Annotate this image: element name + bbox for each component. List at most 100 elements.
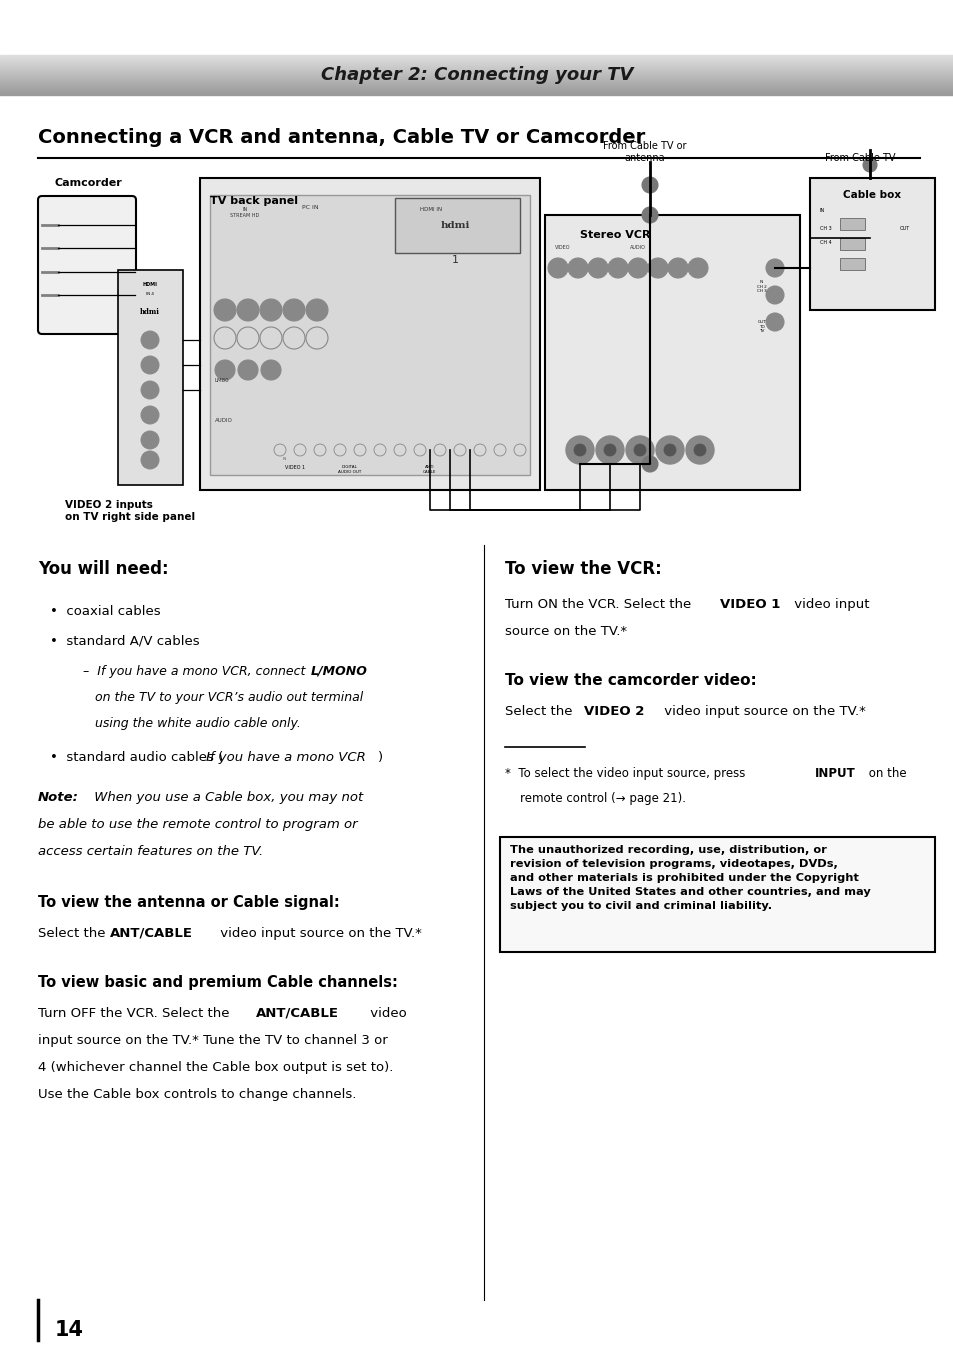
Circle shape	[625, 436, 654, 464]
Bar	[840, 259, 864, 269]
Text: Cable box: Cable box	[842, 190, 901, 200]
Circle shape	[565, 436, 594, 464]
Circle shape	[214, 360, 234, 380]
Text: •  standard A/V cables: • standard A/V cables	[50, 635, 199, 649]
Circle shape	[765, 259, 783, 278]
Text: 4 (whichever channel the Cable box output is set to).: 4 (whichever channel the Cable box outpu…	[38, 1062, 393, 1074]
Text: IN: IN	[283, 458, 287, 460]
Text: Turn ON the VCR. Select the: Turn ON the VCR. Select the	[504, 598, 695, 611]
Text: Camcorder: Camcorder	[55, 177, 123, 188]
Text: Note:: Note:	[38, 791, 79, 804]
Text: •  coaxial cables: • coaxial cables	[50, 605, 160, 617]
Text: *  To select the video input source, press: * To select the video input source, pres…	[504, 766, 748, 780]
Text: video input source on the TV.*: video input source on the TV.*	[215, 927, 421, 940]
FancyBboxPatch shape	[210, 195, 530, 475]
Text: Stereo VCR: Stereo VCR	[579, 230, 650, 240]
Text: If you have a mono VCR: If you have a mono VCR	[206, 751, 366, 764]
Text: AUDIO: AUDIO	[214, 417, 233, 422]
Text: ANTI
CABLE: ANTI CABLE	[423, 464, 436, 474]
Circle shape	[862, 158, 876, 172]
Text: be able to use the remote control to program or: be able to use the remote control to pro…	[38, 818, 357, 831]
Text: CH 4: CH 4	[820, 240, 831, 245]
Text: video input source on the TV.*: video input source on the TV.*	[659, 705, 865, 718]
Text: IN 4: IN 4	[146, 292, 153, 297]
FancyBboxPatch shape	[118, 269, 183, 485]
Circle shape	[765, 286, 783, 305]
Text: VIDEO 1: VIDEO 1	[285, 464, 305, 470]
Text: Turn OFF the VCR. Select the: Turn OFF the VCR. Select the	[38, 1007, 233, 1020]
Text: VIDEO: VIDEO	[555, 245, 570, 250]
Circle shape	[141, 406, 159, 424]
Circle shape	[141, 380, 159, 399]
Text: input source on the TV.* Tune the TV to channel 3 or: input source on the TV.* Tune the TV to …	[38, 1034, 387, 1047]
Text: •  standard audio cables (: • standard audio cables (	[50, 751, 223, 764]
Text: IN
CH 2
CH 3: IN CH 2 CH 3	[757, 280, 766, 294]
Text: IN
STREAM HD: IN STREAM HD	[230, 207, 259, 218]
Text: From Cable TV: From Cable TV	[824, 153, 894, 162]
Text: VIDEO 1: VIDEO 1	[720, 598, 780, 611]
FancyBboxPatch shape	[544, 215, 800, 490]
Text: To view the camcorder video:: To view the camcorder video:	[504, 673, 756, 688]
Text: Connecting a VCR and antenna, Cable TV or Camcorder: Connecting a VCR and antenna, Cable TV o…	[38, 129, 644, 148]
Text: VIDEO 2 inputs
on TV right side panel: VIDEO 2 inputs on TV right side panel	[65, 500, 195, 521]
Text: IN: IN	[820, 209, 824, 213]
Text: Select the: Select the	[38, 927, 110, 940]
Circle shape	[596, 436, 623, 464]
Text: LM80: LM80	[214, 378, 230, 382]
Text: To view the VCR:: To view the VCR:	[504, 561, 661, 578]
Text: ANT/CABLE: ANT/CABLE	[110, 927, 193, 940]
FancyBboxPatch shape	[499, 837, 934, 952]
Text: on the TV to your VCR’s audio out terminal: on the TV to your VCR’s audio out termin…	[95, 691, 363, 704]
Text: OUT: OUT	[899, 226, 909, 232]
Circle shape	[765, 313, 783, 330]
FancyBboxPatch shape	[395, 198, 519, 253]
Text: –  If you have a mono VCR, connect: – If you have a mono VCR, connect	[83, 665, 309, 678]
Text: From Cable TV or
antenna: From Cable TV or antenna	[602, 141, 686, 162]
Circle shape	[641, 207, 658, 223]
Text: remote control (→ page 21).: remote control (→ page 21).	[519, 792, 685, 806]
Text: L/MONO: L/MONO	[311, 665, 368, 678]
Text: access certain features on the TV.: access certain features on the TV.	[38, 845, 263, 858]
Text: Use the Cable box controls to change channels.: Use the Cable box controls to change cha…	[38, 1089, 356, 1101]
Text: TV back panel: TV back panel	[210, 196, 297, 206]
FancyBboxPatch shape	[200, 177, 539, 490]
Text: 14: 14	[55, 1320, 84, 1340]
Circle shape	[547, 259, 567, 278]
Text: 1: 1	[451, 255, 458, 265]
Text: HDMI: HDMI	[142, 282, 157, 287]
Text: DIGITAL
AUDIO OUT: DIGITAL AUDIO OUT	[338, 464, 361, 474]
Bar	[840, 238, 864, 250]
Text: ANT/CABLE: ANT/CABLE	[255, 1007, 338, 1020]
Text: PC IN: PC IN	[301, 204, 318, 210]
Circle shape	[283, 299, 305, 321]
Text: hdmi: hdmi	[140, 307, 160, 315]
Circle shape	[687, 259, 707, 278]
Text: You will need:: You will need:	[38, 561, 169, 578]
Circle shape	[213, 299, 235, 321]
Circle shape	[141, 330, 159, 349]
Circle shape	[603, 444, 616, 456]
Circle shape	[236, 299, 258, 321]
Text: Chapter 2: Connecting your TV: Chapter 2: Connecting your TV	[320, 66, 633, 84]
Text: To view the antenna or Cable signal:: To view the antenna or Cable signal:	[38, 895, 339, 910]
Text: VIDEO 2: VIDEO 2	[583, 705, 643, 718]
Circle shape	[647, 259, 667, 278]
Circle shape	[141, 356, 159, 374]
Circle shape	[634, 444, 645, 456]
Text: Select the: Select the	[504, 705, 577, 718]
Text: video input: video input	[789, 598, 868, 611]
Text: source on the TV.*: source on the TV.*	[504, 626, 626, 638]
Bar	[840, 218, 864, 230]
Text: INPUT: INPUT	[814, 766, 855, 780]
Text: OUT
TO
TV: OUT TO TV	[757, 320, 765, 333]
Circle shape	[306, 299, 328, 321]
Text: CH 3: CH 3	[820, 226, 831, 232]
FancyBboxPatch shape	[38, 196, 136, 334]
Text: The unauthorized recording, use, distribution, or
revision of television program: The unauthorized recording, use, distrib…	[510, 845, 870, 911]
Text: hdmi: hdmi	[440, 221, 469, 229]
Circle shape	[237, 360, 257, 380]
Circle shape	[627, 259, 647, 278]
Circle shape	[663, 444, 676, 456]
Circle shape	[641, 456, 658, 473]
Text: using the white audio cable only.: using the white audio cable only.	[95, 718, 300, 730]
